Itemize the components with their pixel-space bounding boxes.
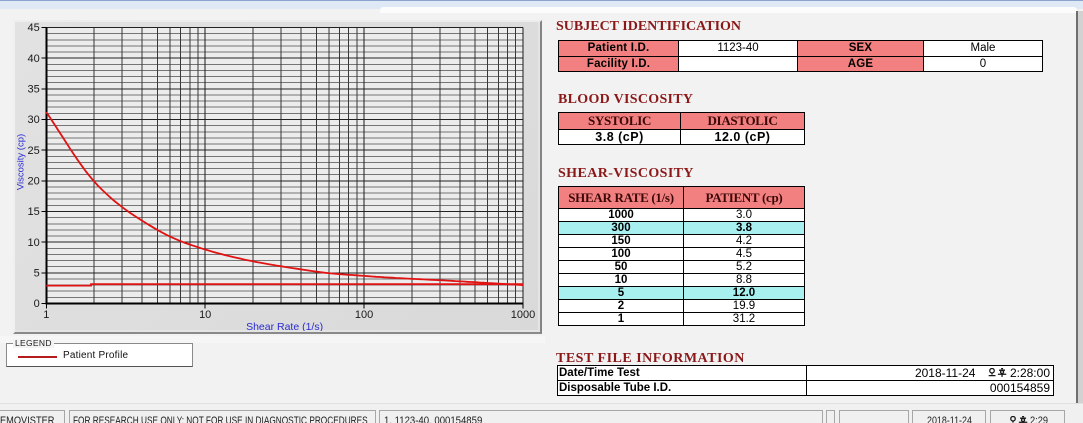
- svg-text:30: 30: [28, 114, 40, 126]
- svg-text:10: 10: [28, 237, 40, 249]
- svg-text:35: 35: [28, 84, 40, 96]
- svg-text:Viscosity (cp): Viscosity (cp): [16, 134, 27, 190]
- svg-text:1000: 1000: [511, 309, 535, 321]
- svg-text:25: 25: [28, 145, 40, 157]
- svg-text:5: 5: [34, 268, 40, 280]
- svg-text:100: 100: [355, 309, 373, 321]
- svg-text:20: 20: [28, 176, 40, 188]
- svg-text:Shear Rate (1/s): Shear Rate (1/s): [246, 321, 323, 331]
- svg-text:10: 10: [199, 309, 211, 321]
- svg-text:40: 40: [28, 53, 40, 65]
- svg-text:15: 15: [28, 206, 40, 218]
- svg-text:0: 0: [34, 298, 40, 310]
- svg-text:45: 45: [28, 22, 40, 34]
- svg-text:1: 1: [43, 309, 49, 321]
